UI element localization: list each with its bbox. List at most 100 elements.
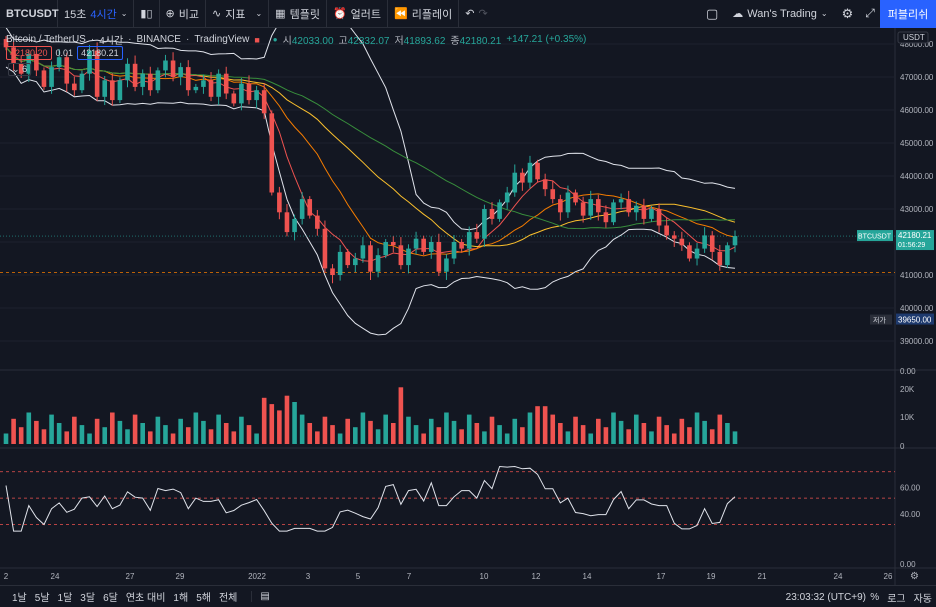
chart-area[interactable]: 48000.00 47000.00 46000.00 45000.00 44000.00… [0,4,936,585]
candle-body [466,232,472,249]
price-tick-label: 41000.00 [900,271,934,280]
volume-bar [208,429,214,444]
percent-toggle[interactable]: % [870,591,880,603]
volume-bar [201,420,206,444]
date-tick-label: 24 [51,572,60,581]
volume-bar [542,406,548,444]
range-1y[interactable]: 1해 [173,593,189,604]
candle-body [702,235,707,249]
candle-body [633,205,639,213]
candle-body [216,73,221,97]
interval-15s[interactable]: 15초 [64,8,87,21]
candle-body [277,192,282,213]
candle-body [626,199,631,213]
candle-body [87,50,92,74]
candle-body [671,235,677,239]
candle-body [201,80,206,87]
calendar-icon[interactable]: ▤ [251,591,273,602]
indicator-collapse-button[interactable]: ⌄ 6 [8,63,32,76]
gear-icon[interactable]: ⚙ [841,5,854,21]
undo-button[interactable]: ↶ ↷ [459,0,493,28]
volume-bar [368,420,373,444]
chevron-down-icon[interactable]: ⌄ [820,9,828,18]
range-5y[interactable]: 5해 [196,593,211,604]
expand-icon[interactable]: ⤢ [865,6,875,20]
candle-body [337,251,343,275]
layout-name[interactable]: Wan's Trading [747,7,817,20]
interval-selector[interactable]: 15초 4시간 ⌄ [58,0,135,28]
volume-bar [87,433,92,444]
volume-bar [132,414,138,444]
redo-icon[interactable]: ↷ [478,8,488,20]
alert-button[interactable]: ⏰ 얼러트 [327,0,389,28]
gear-icon[interactable]: ⚙ [910,571,919,582]
price-chart-svg[interactable]: 48000.00 47000.00 46000.00 45000.00 44000.00… [0,4,936,585]
volume-bar [49,414,54,444]
last-price-label: 42180.21 [898,231,932,240]
price-tick-label: 39000.00 [900,337,934,346]
volume-bar [390,423,396,444]
range-3m[interactable]: 3달 [80,593,96,604]
candle-body [163,60,168,71]
volume-bar [580,425,586,444]
sell-price[interactable]: 42180.20 [6,46,52,60]
volume-bar [330,425,335,444]
replay-button[interactable]: ⏪ 리플레이 [388,0,460,28]
volume-bar [550,414,556,444]
volume-bar [603,427,609,444]
fullscreen-square-icon[interactable]: ▢ [706,5,719,21]
volume-tick-label: 20K [900,385,915,394]
candle-body [512,172,518,193]
compare-button[interactable]: ⊕ 비교 [160,0,206,28]
clock[interactable]: 23:03:32 (UTC+9) [786,586,866,607]
layout-area: ▢ ☁ Wan's Trading ⌄ ⚙ ⤢ ▣ [700,0,904,28]
date-tick-label: 2022 [248,572,266,581]
chevron-down-icon[interactable]: ⌄ [120,9,128,18]
templates-button[interactable]: ▦ 템플릿 [269,0,327,28]
candle-body [254,90,259,101]
candle-body [459,242,464,249]
candle-body [261,90,267,114]
candle-body [140,73,145,87]
candle-body [315,215,320,229]
date-tick-label: 3 [306,572,311,581]
range-ytd[interactable]: 연초 대비 [125,593,166,604]
buy-price[interactable]: 42180.21 [77,46,123,60]
legend-interval: 4시간 [99,36,124,47]
symbol-search-button[interactable]: BTCUSDT [0,0,59,28]
log-toggle[interactable]: 로그 [887,593,906,605]
volume-tick-label: 0.00 [900,367,916,376]
volume-bar [185,427,191,444]
candle-body [436,242,442,272]
range-1d[interactable]: 1날 [12,593,27,604]
legend-title[interactable]: Bitcoin / TetherUS [6,34,86,45]
volume-bar [504,433,510,444]
date-tick-label: 12 [532,572,541,581]
candle-body [49,67,54,87]
range-all[interactable]: 전체 [218,593,238,604]
indicators-button[interactable]: ∿ 지표 ⌄ [206,0,270,28]
range-1m[interactable]: 1달 [57,593,73,604]
ma-short-line [5,46,736,262]
price-tick-label: 40000.00 [900,304,934,313]
volume-bar [725,423,730,444]
volume-bar [277,410,282,444]
candle-body [147,73,153,91]
publish-button[interactable]: 퍼블리쉬 [880,0,936,28]
interval-4h[interactable]: 4시간 [90,8,117,21]
volume-bar [482,431,487,444]
candle-body [527,162,533,183]
candle-type-button[interactable]: ▮▯ [134,0,160,28]
auto-toggle[interactable]: 자동 [913,593,932,605]
undo-icon[interactable]: ↶ [465,8,475,20]
volume-bar [246,425,252,444]
volume-bar [679,418,685,444]
volume-bar [732,431,738,444]
candle-body [193,86,199,91]
candle-body [132,63,138,87]
ohlc-change: +147.21 (+0.35%) [506,34,587,45]
volume-bar [292,402,297,444]
volume-bars [3,387,738,444]
range-5d[interactable]: 5날 [34,593,50,604]
range-6m[interactable]: 6달 [103,593,118,604]
